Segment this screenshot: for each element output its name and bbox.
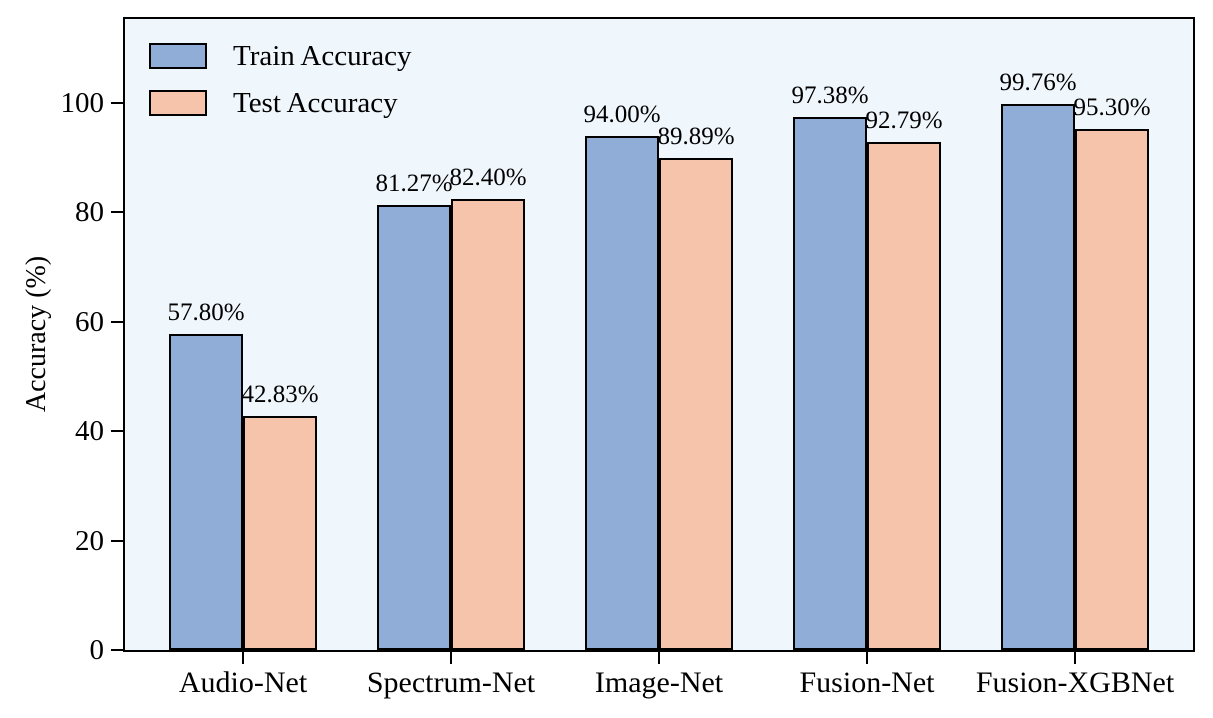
train-accuracy-swatch xyxy=(149,43,207,69)
y-tick-label: 20 xyxy=(75,524,104,557)
x-tick-label-image-net: Image-Net xyxy=(594,666,724,699)
bar-value-label: 81.27% xyxy=(375,170,453,198)
bar-value-label: 82.40% xyxy=(449,164,527,192)
y-tick-label: 100 xyxy=(60,87,105,119)
y-tick-mark xyxy=(111,539,123,542)
y-tick-mark xyxy=(111,649,123,651)
x-tick-mark xyxy=(866,652,868,664)
bar-value-label: 94.00% xyxy=(583,100,661,128)
y-tick-mark xyxy=(111,430,123,433)
bar-train-spectrum-net xyxy=(377,205,451,650)
bar-test-audio-net xyxy=(243,415,317,650)
plot-area: 57.80% 42.83% 81.27% 82.40% 94.00% 89.89% 97.3… xyxy=(123,17,1195,652)
bar-value-label: 89.89% xyxy=(657,123,735,151)
bar-test-spectrum-net xyxy=(451,199,525,650)
bar-value-label: 99.76% xyxy=(999,69,1077,97)
y-tick-mark xyxy=(111,320,123,323)
bar-value-label: 42.83% xyxy=(241,380,319,408)
x-tick-mark xyxy=(658,652,660,664)
test-accuracy-swatch xyxy=(149,90,207,116)
y-tick-label: 0 xyxy=(89,634,105,666)
x-tick-mark xyxy=(242,652,244,664)
legend-item-train: Train Accuracy xyxy=(149,41,412,71)
x-tick-label-spectrum-net: Spectrum-Net xyxy=(366,666,536,699)
legend: Train Accuracy Test Accuracy xyxy=(149,41,412,135)
x-tick-label-fusion-xgbnet: Fusion-XGBNet xyxy=(975,666,1175,699)
y-tick-mark xyxy=(111,211,123,214)
bar-test-image-net xyxy=(659,158,733,650)
bar-train-fusion-xgbnet xyxy=(1001,104,1075,650)
y-tick-label: 80 xyxy=(75,196,104,229)
x-tick-mark xyxy=(1074,652,1076,664)
bar-value-label: 57.80% xyxy=(167,298,245,326)
bar-test-fusion-net xyxy=(867,142,941,650)
bar-train-audio-net xyxy=(169,333,243,650)
bar-value-label: 95.30% xyxy=(1073,93,1151,121)
bar-train-image-net xyxy=(585,135,659,650)
x-tick-label-audio-net: Audio-Net xyxy=(178,666,308,699)
x-tick-mark xyxy=(450,652,452,664)
legend-label-train: Train Accuracy xyxy=(233,40,412,72)
y-tick-label: 60 xyxy=(75,305,104,338)
y-tick-mark xyxy=(111,102,123,104)
y-tick-label: 40 xyxy=(75,415,104,448)
bar-value-label: 97.38% xyxy=(791,82,869,110)
bar-value-label: 92.79% xyxy=(865,107,943,135)
x-tick-label-fusion-net: Fusion-Net xyxy=(799,666,935,699)
bar-train-fusion-net xyxy=(793,117,867,650)
bars-layer: 57.80% 42.83% 81.27% 82.40% 94.00% 89.89% 97.3… xyxy=(125,19,1193,650)
legend-item-test: Test Accuracy xyxy=(149,88,412,118)
legend-label-test: Test Accuracy xyxy=(233,87,398,119)
bar-test-fusion-xgbnet xyxy=(1075,128,1149,650)
